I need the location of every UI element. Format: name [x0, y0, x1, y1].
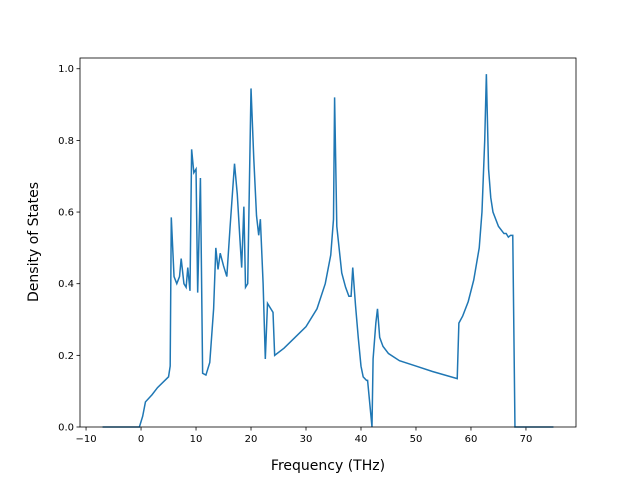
x-axis-label: Frequency (THz): [271, 458, 385, 474]
y-tick-label: 0.2: [58, 351, 74, 362]
x-tick-label: 60: [465, 434, 478, 445]
x-tick-label: 10: [190, 434, 203, 445]
y-tick-label: 0.8: [58, 136, 74, 147]
y-tick-label: 0.0: [58, 423, 74, 434]
x-tick-label: 40: [355, 434, 368, 445]
y-tick-label: 0.4: [58, 279, 74, 290]
x-tick-label: 70: [520, 434, 533, 445]
x-tick-label: 20: [245, 434, 258, 445]
x-tick-label: 0: [138, 434, 144, 445]
x-tick-label: 30: [300, 434, 313, 445]
x-tick-label: 50: [410, 434, 423, 445]
y-tick-label: 0.6: [58, 208, 74, 219]
data-line: [102, 74, 554, 428]
plot-frame: [79, 57, 577, 428]
y-tick-label: 1.0: [58, 64, 74, 75]
x-tick-label: −10: [75, 434, 96, 445]
y-axis-label: Density of States: [26, 182, 42, 302]
